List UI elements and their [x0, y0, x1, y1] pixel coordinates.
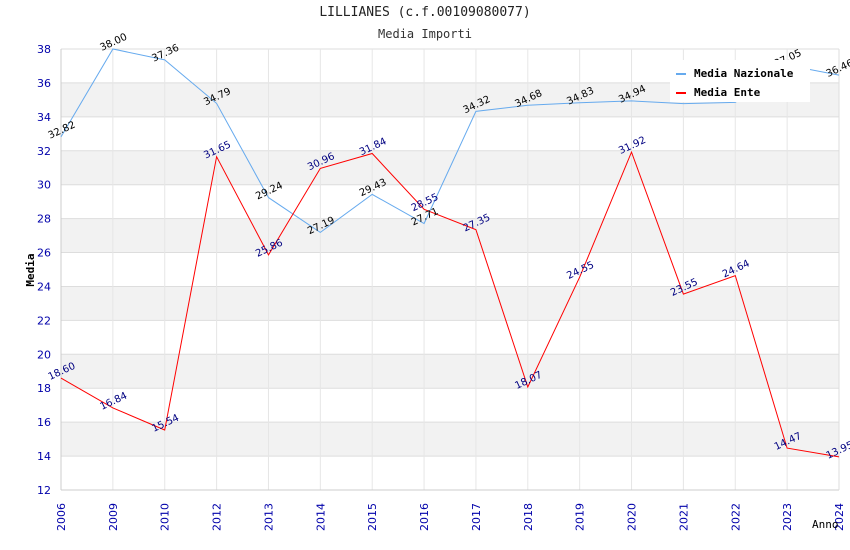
x-tick-label: 2012: [211, 503, 224, 531]
series-line-media-ente: [60, 150, 840, 458]
y-tick-label: 30: [37, 179, 51, 192]
y-tick-label: 34: [37, 111, 51, 124]
y-tick-label: 32: [37, 145, 51, 158]
plot-band: [61, 116, 839, 151]
plot-band: [61, 354, 839, 389]
y-tick-label: 14: [37, 450, 51, 463]
series-line-media-nazionale: [60, 48, 840, 234]
chart-title: LILLIANES (c.f.00109080077): [319, 5, 531, 20]
y-tick-label: 12: [37, 484, 51, 497]
y-tick-label: 28: [37, 213, 51, 226]
x-tick-label: 2022: [729, 503, 742, 531]
x-tick-label: 2009: [107, 503, 120, 531]
plot-band: [61, 184, 839, 219]
plot-band: [61, 456, 839, 490]
x-tick-label: 2023: [781, 503, 794, 531]
x-tick-label: 2019: [574, 503, 587, 531]
x-tick-label: 2016: [418, 503, 431, 531]
x-tick-label: 2015: [366, 503, 379, 531]
plot-band: [61, 422, 839, 457]
y-tick-label: 16: [37, 416, 51, 429]
series-lines: [60, 48, 840, 458]
plot-band: [61, 252, 839, 287]
y-tick-label: 18: [37, 382, 51, 395]
legend-label: Media Nazionale: [694, 67, 794, 80]
x-tick-label: 2014: [314, 503, 327, 531]
plot-band: [61, 218, 839, 253]
x-axis-title: Anno: [812, 518, 839, 531]
legend: Media Nazionale Media Ente: [670, 60, 810, 102]
x-tick-label: 2006: [55, 503, 68, 531]
plot-band: [61, 286, 839, 321]
plot-band: [61, 320, 839, 355]
legend-box: [670, 60, 810, 102]
y-tick-label: 20: [37, 348, 51, 361]
y-tick-label: 26: [37, 247, 51, 260]
gridlines: [60, 48, 840, 491]
x-tick-label: 2018: [522, 503, 535, 531]
y-tick-label: 38: [37, 43, 51, 56]
x-tick-label: 2010: [159, 503, 172, 531]
y-tick-label: 36: [37, 77, 51, 90]
legend-label: Media Ente: [694, 86, 761, 99]
x-tick-label: 2013: [262, 503, 275, 531]
plot-band: [61, 388, 839, 423]
x-tick-label: 2021: [677, 503, 690, 531]
chart-subtitle: Media Importi: [378, 27, 472, 41]
x-tick-label: 2020: [626, 503, 639, 531]
y-tick-label: 24: [37, 280, 51, 293]
x-tick-label: 2017: [470, 503, 483, 531]
x-tick-label: 2024: [833, 503, 846, 531]
y-tick-label: 22: [37, 314, 51, 327]
y-axis-title: Media: [24, 253, 37, 286]
